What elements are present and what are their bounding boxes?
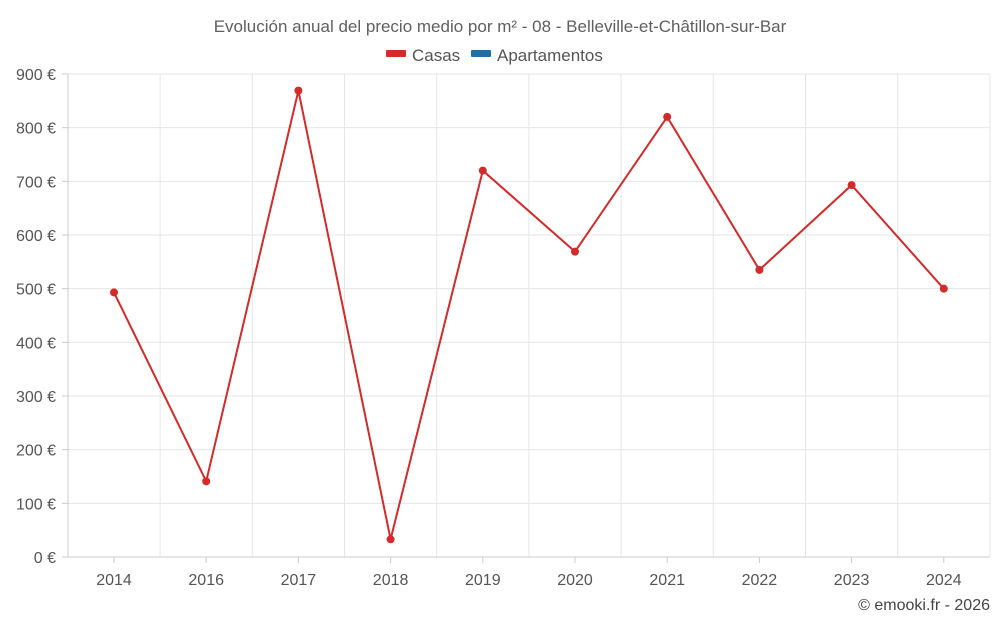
- y-tick-label: 300 €: [16, 389, 56, 406]
- x-tick-label: 2016: [188, 572, 224, 589]
- data-point-casas[interactable]: [110, 288, 118, 297]
- legend-label-casas: Casas: [412, 46, 460, 65]
- x-tick-label: 2021: [649, 572, 685, 589]
- series-line-casas: [113, 90, 945, 540]
- legend[interactable]: Casas Apartamentos: [386, 46, 603, 65]
- x-tick-label: 2019: [465, 572, 501, 589]
- y-tick-label: 500 €: [16, 282, 56, 299]
- x-tick-label: 2017: [281, 572, 317, 589]
- data-point-casas[interactable]: [939, 284, 948, 293]
- data-point-casas[interactable]: [571, 247, 579, 256]
- data-point-casas[interactable]: [847, 181, 856, 190]
- data-point-casas[interactable]: [294, 86, 303, 95]
- data-point-casas[interactable]: [663, 112, 672, 121]
- legend-swatch-apartamentos: [471, 50, 491, 57]
- legend-swatch-casas: [386, 50, 406, 57]
- data-point-casas[interactable]: [202, 477, 211, 486]
- y-tick-label: 200 €: [16, 443, 56, 460]
- data-point-casas[interactable]: [755, 265, 764, 274]
- x-tick-label: 2024: [926, 572, 962, 589]
- axes: 0 € 100 € 200 € 300 € 400 € 500 € 600 € 700 € 80…: [16, 67, 990, 589]
- chart-title: Evolución anual del precio medio por m² …: [214, 17, 787, 36]
- y-tick-label: 0 €: [34, 550, 56, 567]
- y-tick-label: 900 €: [16, 67, 56, 84]
- x-tick-label: 2022: [742, 572, 778, 589]
- legend-label-apartamentos: Apartamentos: [497, 46, 603, 65]
- grid: [68, 73, 991, 557]
- x-tick-label: 2023: [834, 572, 870, 589]
- series-casas: [110, 86, 948, 544]
- credit: © emooki.fr - 2026: [858, 597, 990, 614]
- y-tick-label: 600 €: [16, 228, 56, 245]
- data-point-casas[interactable]: [386, 535, 395, 544]
- x-tick-label: 2014: [96, 572, 132, 589]
- y-tick-label: 700 €: [16, 174, 56, 191]
- y-tick-label: 800 €: [16, 121, 56, 138]
- legend-item-apartamentos[interactable]: Apartamentos: [471, 46, 603, 65]
- legend-item-casas[interactable]: Casas: [386, 46, 460, 65]
- x-tick-label: 2018: [373, 572, 409, 589]
- y-tick-label: 400 €: [16, 335, 56, 352]
- y-tick-label: 100 €: [16, 496, 56, 513]
- data-point-casas[interactable]: [478, 166, 487, 175]
- x-tick-label: 2020: [557, 572, 593, 589]
